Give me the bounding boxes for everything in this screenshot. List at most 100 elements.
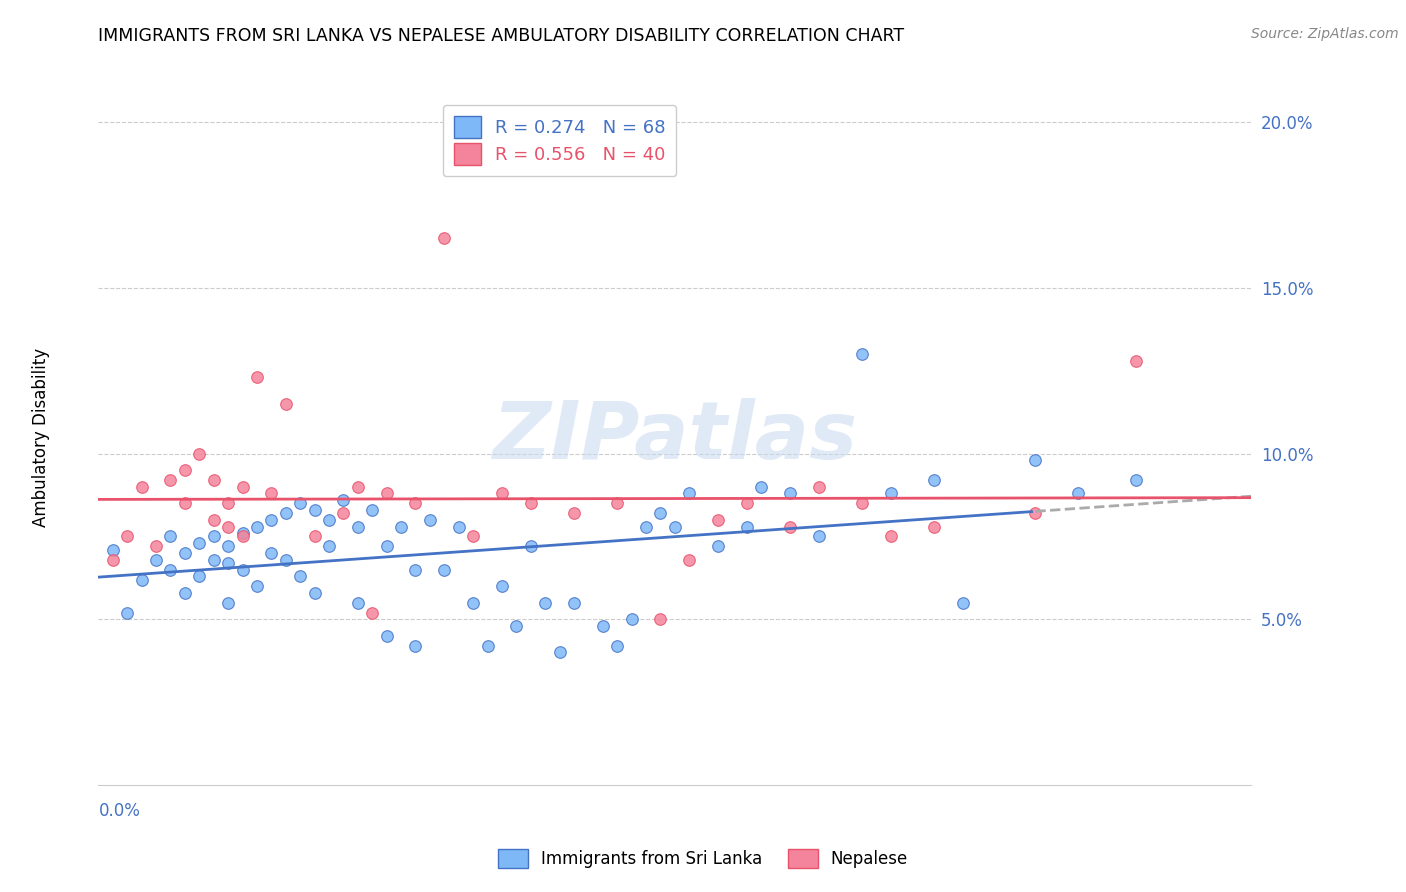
Point (101, 542, 124, 557)
Point (202, 552, 225, 566)
Point (375, 629, 398, 643)
Point (491, 579, 513, 593)
Point (274, 397, 297, 411)
Point (405, 639, 427, 653)
Point (117, 606, 139, 620)
Point (304, 586, 326, 600)
Point (735, 496, 758, 510)
Point (520, 540, 543, 554)
Point (231, 563, 254, 577)
Point (361, 606, 384, 620)
Point (260, 546, 283, 560)
Point (188, 569, 211, 583)
Point (650, 506, 672, 520)
Point (145, 540, 167, 554)
Point (217, 596, 239, 610)
Point (174, 496, 197, 510)
Text: IMMIGRANTS FROM SRI LANKA VS NEPALESE AMBULATORY DISABILITY CORRELATION CHART: IMMIGRANTS FROM SRI LANKA VS NEPALESE AM… (98, 27, 904, 45)
Text: Ambulatory Disability: Ambulatory Disability (32, 348, 49, 526)
Point (707, 513, 730, 527)
Point (461, 529, 484, 543)
Point (159, 529, 181, 543)
Point (606, 496, 628, 510)
Point (131, 480, 153, 494)
Point (174, 463, 197, 477)
Point (101, 552, 124, 566)
Point (650, 612, 672, 626)
Point (231, 480, 254, 494)
Point (880, 486, 903, 500)
Point (217, 556, 239, 570)
Point (174, 586, 197, 600)
Text: ZIPatlas: ZIPatlas (492, 398, 858, 476)
Point (117, 529, 139, 543)
Point (405, 496, 427, 510)
Point (520, 496, 543, 510)
Point (592, 619, 614, 633)
Point (246, 370, 269, 384)
Point (145, 552, 167, 566)
Point (807, 529, 830, 543)
Point (562, 596, 585, 610)
Point (636, 519, 658, 533)
Point (260, 486, 283, 500)
Point (159, 473, 181, 487)
Point (678, 552, 700, 566)
Legend: Immigrants from Sri Lanka, Nepalese: Immigrants from Sri Lanka, Nepalese (491, 842, 915, 875)
Point (231, 529, 254, 543)
Point (217, 519, 239, 533)
Point (924, 473, 946, 487)
Point (952, 596, 974, 610)
Point (779, 519, 801, 533)
Point (231, 526, 254, 541)
Point (851, 496, 873, 510)
Point (1067, 486, 1090, 500)
Point (606, 639, 628, 653)
Point (807, 480, 830, 494)
Point (505, 619, 527, 633)
Point (678, 486, 700, 500)
Point (433, 563, 456, 577)
Point (188, 536, 211, 550)
Point (851, 347, 873, 361)
Point (707, 540, 730, 554)
Point (620, 612, 643, 626)
Text: 0.0%: 0.0% (98, 803, 141, 821)
Point (202, 529, 225, 543)
Point (217, 540, 239, 554)
Point (174, 546, 197, 560)
Point (491, 486, 513, 500)
Point (274, 506, 297, 520)
Point (779, 486, 801, 500)
Point (290, 496, 312, 510)
Point (131, 573, 153, 587)
Point (332, 506, 354, 520)
Point (433, 231, 456, 245)
Point (548, 645, 571, 659)
Point (304, 503, 326, 517)
Point (304, 529, 326, 543)
Point (274, 552, 297, 566)
Legend: R = 0.274   N = 68, R = 0.556   N = 40: R = 0.274 N = 68, R = 0.556 N = 40 (443, 105, 676, 177)
Point (419, 513, 441, 527)
Point (290, 569, 312, 583)
Point (461, 596, 484, 610)
Point (159, 563, 181, 577)
Text: Source: ZipAtlas.com: Source: ZipAtlas.com (1251, 27, 1399, 41)
Point (246, 519, 269, 533)
Point (735, 519, 758, 533)
Point (751, 480, 773, 494)
Point (562, 506, 585, 520)
Point (1024, 453, 1046, 467)
Point (1125, 354, 1147, 368)
Point (318, 540, 340, 554)
Point (1024, 506, 1046, 520)
Point (389, 519, 412, 533)
Point (346, 480, 368, 494)
Point (1125, 473, 1147, 487)
Point (346, 519, 368, 533)
Point (880, 529, 903, 543)
Point (246, 579, 269, 593)
Point (405, 563, 427, 577)
Point (361, 503, 384, 517)
